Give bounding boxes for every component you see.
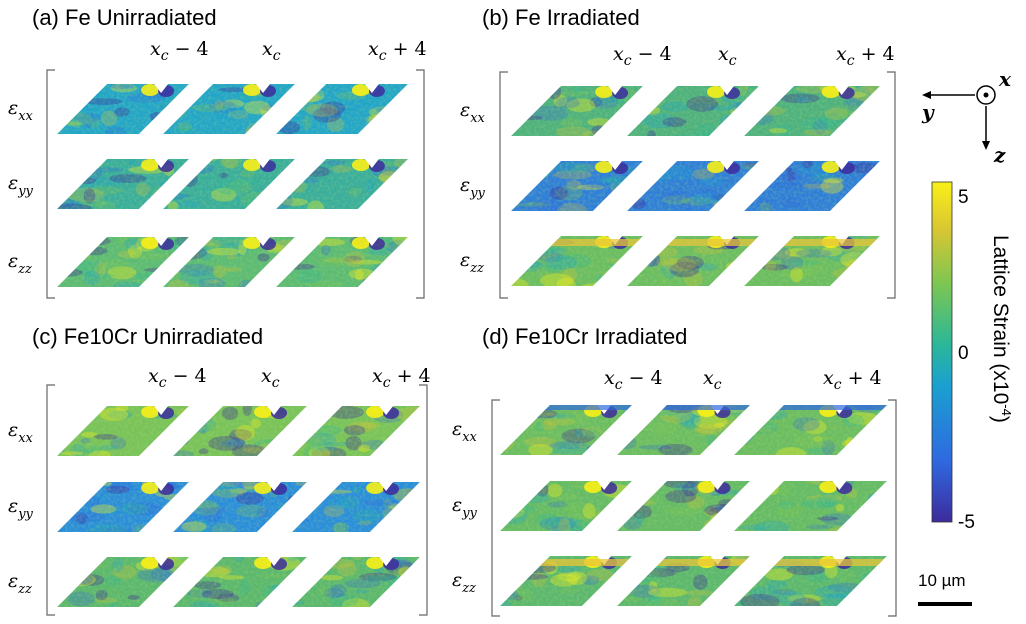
x-axis-dot-icon bbox=[983, 92, 989, 98]
strain-map bbox=[617, 481, 750, 531]
panel-title-b: (b) Fe Irradiated bbox=[482, 5, 640, 30]
matrix-bracket-left bbox=[46, 69, 55, 299]
strain-map bbox=[292, 557, 420, 607]
colorbar-tick-zero: 0 bbox=[958, 343, 969, 364]
panel-title-d: (d) Fe10Cr Irradiated bbox=[482, 324, 687, 349]
strain-map bbox=[500, 405, 632, 455]
row-label: εzz bbox=[8, 570, 32, 597]
strain-map bbox=[173, 482, 307, 532]
matrix-bracket-right bbox=[888, 399, 897, 617]
column-label: xc bbox=[261, 365, 280, 391]
y-axis-arrowhead-icon bbox=[922, 91, 931, 99]
column-label: xc − 4 bbox=[148, 365, 207, 391]
matrix-bracket-left bbox=[491, 399, 500, 617]
column-label: xc + 4 bbox=[372, 365, 431, 391]
scale-bar-label: 10 µm bbox=[918, 571, 966, 590]
z-axis-arrowhead-icon bbox=[982, 141, 990, 150]
strain-map bbox=[734, 556, 887, 606]
strain-map bbox=[744, 161, 880, 211]
matrix-bracket-right bbox=[419, 384, 428, 616]
axis-label-z: z bbox=[993, 143, 1006, 167]
strain-map bbox=[511, 236, 643, 286]
axes-indicator: x y z bbox=[921, 67, 1012, 167]
x-axis-out-of-plane-icon bbox=[976, 85, 996, 105]
strain-map bbox=[734, 405, 887, 455]
strain-map bbox=[57, 159, 189, 209]
matrix-bracket-left bbox=[499, 71, 508, 299]
column-label: xc − 4 bbox=[604, 367, 663, 393]
column-label: xc bbox=[703, 367, 722, 393]
strain-map bbox=[173, 557, 307, 607]
column-label: xc + 4 bbox=[836, 43, 895, 69]
strain-map bbox=[511, 86, 643, 136]
column-label: xc + 4 bbox=[823, 367, 882, 393]
scale-bar: 10 µm bbox=[918, 571, 972, 606]
axis-label-y: y bbox=[921, 100, 935, 124]
row-label: εxx bbox=[452, 418, 478, 445]
row-label: εxx bbox=[460, 99, 486, 126]
colorbar-label-exponent: -4 bbox=[999, 404, 1014, 416]
strain-map bbox=[292, 482, 420, 532]
colorbar: 5 0 -5 Lattice Strain (x10-4) bbox=[931, 181, 1014, 533]
row-label: εzz bbox=[460, 249, 484, 276]
row-label: εyy bbox=[8, 495, 34, 522]
column-label: xc bbox=[718, 43, 737, 69]
panel-a: xc − 4 xc xc + 4 εxx εyy εzz bbox=[8, 38, 427, 299]
colorbar-tick-min: -5 bbox=[958, 512, 975, 533]
strain-map bbox=[511, 161, 643, 211]
row-label: εyy bbox=[452, 494, 478, 521]
panel-b: xc − 4 xc xc + 4 εxx εyy εzz bbox=[460, 43, 896, 299]
panel-d: xc − 4 xc xc + 4 εxx εyy εzz bbox=[452, 367, 897, 617]
strain-map bbox=[744, 236, 880, 286]
strain-map bbox=[276, 237, 408, 287]
strain-map bbox=[627, 86, 759, 136]
colorbar-label-close: ) bbox=[989, 416, 1012, 423]
strain-map bbox=[57, 482, 189, 532]
colorbar-tick-max: 5 bbox=[958, 187, 969, 208]
column-label: xc − 4 bbox=[613, 43, 672, 69]
panel-title-a: (a) Fe Unirradiated bbox=[32, 5, 217, 30]
colorbar-gradient bbox=[931, 181, 953, 523]
colorbar-label: Lattice Strain (x10-4) bbox=[989, 235, 1014, 423]
matrix-bracket-right bbox=[887, 71, 896, 299]
axis-label-x: x bbox=[998, 67, 1012, 91]
row-label: εzz bbox=[8, 250, 32, 277]
row-label: εyy bbox=[460, 174, 486, 201]
strain-map bbox=[292, 406, 420, 456]
strain-map bbox=[617, 556, 750, 606]
row-label: εzz bbox=[452, 569, 476, 596]
strain-map bbox=[500, 556, 632, 606]
row-label: εyy bbox=[8, 172, 34, 199]
strain-map bbox=[627, 236, 759, 286]
matrix-bracket-right bbox=[416, 69, 425, 299]
row-label: εxx bbox=[8, 97, 34, 124]
matrix-bracket-left bbox=[46, 384, 55, 616]
panel-title-c: (c) Fe10Cr Unirradiated bbox=[32, 324, 263, 349]
column-label: xc + 4 bbox=[368, 38, 427, 64]
panel-c: xc − 4 xc xc + 4 εxx εyy εzz bbox=[8, 365, 431, 616]
column-label: xc − 4 bbox=[150, 38, 209, 64]
strain-map bbox=[734, 481, 887, 531]
column-label: xc bbox=[262, 38, 281, 64]
row-label: εxx bbox=[8, 419, 34, 446]
